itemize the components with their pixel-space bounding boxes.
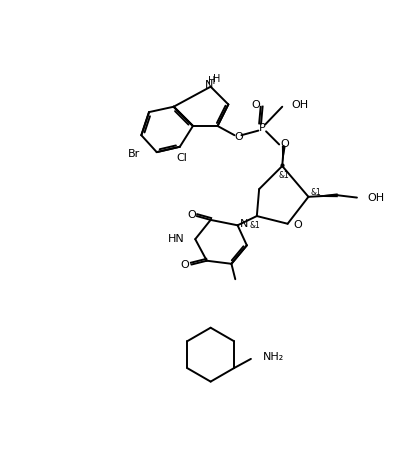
Text: OH: OH <box>291 100 308 110</box>
Text: O: O <box>293 220 302 230</box>
Text: Cl: Cl <box>176 153 186 163</box>
Text: O: O <box>180 260 189 270</box>
Text: H: H <box>213 74 220 84</box>
Text: N: N <box>239 219 247 229</box>
Text: O: O <box>250 100 259 110</box>
Polygon shape <box>281 146 285 166</box>
Text: OH: OH <box>367 193 384 202</box>
Text: O: O <box>280 140 288 149</box>
Text: O: O <box>187 210 195 220</box>
Text: N: N <box>204 80 213 90</box>
Text: H: H <box>208 76 215 86</box>
Text: HN: HN <box>167 234 184 244</box>
Text: NH₂: NH₂ <box>263 352 284 362</box>
Text: &1: &1 <box>249 221 260 230</box>
Text: Br: Br <box>127 149 140 159</box>
Text: O: O <box>233 132 242 142</box>
Text: P: P <box>258 122 265 133</box>
Text: &1: &1 <box>310 188 321 198</box>
Polygon shape <box>308 193 337 197</box>
Text: &1: &1 <box>278 171 288 180</box>
